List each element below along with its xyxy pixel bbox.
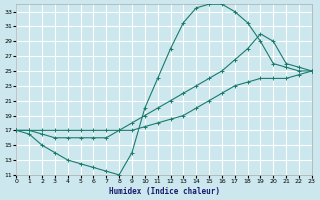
X-axis label: Humidex (Indice chaleur): Humidex (Indice chaleur) (108, 187, 220, 196)
